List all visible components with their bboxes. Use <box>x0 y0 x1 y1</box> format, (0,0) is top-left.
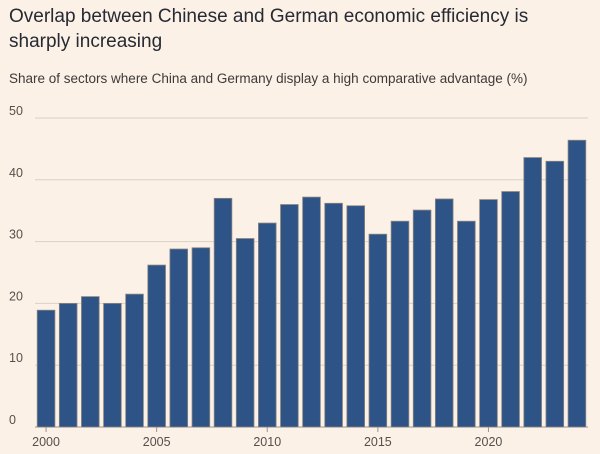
y-tick-label: 0 <box>9 413 16 427</box>
bar-2011 <box>280 204 299 428</box>
bar-2000 <box>36 309 56 428</box>
y-tick-label: 50 <box>9 104 23 118</box>
bar-2009 <box>235 238 255 428</box>
bar-2016 <box>390 220 410 428</box>
x-tick-label: 2015 <box>364 435 392 449</box>
y-tick-label: 40 <box>9 166 23 180</box>
bar-2018 <box>434 198 454 428</box>
bar-2021 <box>501 191 520 428</box>
bar-2020 <box>479 199 498 428</box>
bar-2007 <box>191 247 211 428</box>
x-tick-label: 2005 <box>143 435 171 449</box>
y-tick-label: 10 <box>9 351 23 365</box>
bar-2017 <box>412 209 432 428</box>
bar-2006 <box>169 248 189 428</box>
x-tick-label: 2010 <box>253 435 281 449</box>
bar-2024 <box>567 139 587 428</box>
chart-title: Overlap between Chinese and German econo… <box>9 6 529 52</box>
bar-2013 <box>324 202 343 428</box>
bar-2005 <box>147 264 166 428</box>
bar-2012 <box>302 196 321 428</box>
y-tick-label: 20 <box>9 289 23 303</box>
chart-subtitle: Share of sectors where China and Germany… <box>9 71 528 86</box>
bar-2004 <box>125 293 144 428</box>
bar-2008 <box>213 197 233 428</box>
bar-2022 <box>523 157 542 428</box>
x-tick-label: 2000 <box>32 435 60 449</box>
bar-2010 <box>258 222 277 428</box>
bar-2023 <box>545 160 565 428</box>
x-tick-label: 2020 <box>475 435 503 449</box>
y-tick-label: 30 <box>9 228 23 242</box>
bar-2003 <box>103 302 122 428</box>
bar-2019 <box>457 220 476 428</box>
bar-2015 <box>368 233 388 428</box>
bar-2002 <box>81 296 100 428</box>
bar-2014 <box>346 205 365 428</box>
bar-2001 <box>58 302 78 428</box>
